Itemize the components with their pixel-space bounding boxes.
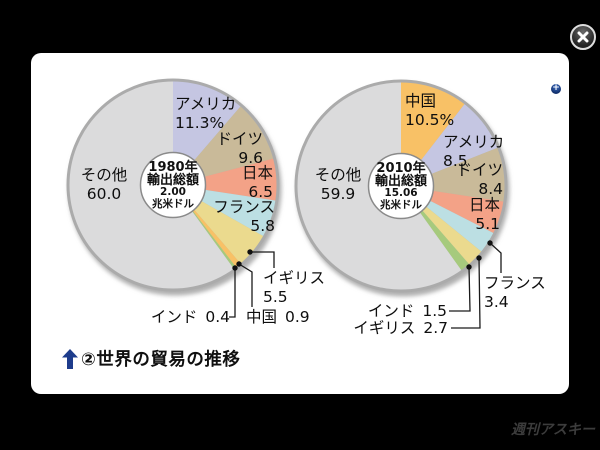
pie-2010-year: 2010年 [376, 161, 426, 176]
slice-label-india-1980: インド 0.4 [150, 308, 230, 326]
up-arrow-icon [62, 348, 78, 369]
caption-text: ②世界の貿易の推移 [81, 350, 241, 370]
pie-2010-total-value: 15.06 [384, 187, 418, 199]
slice-label-usa-1980: アメリカ 11.3% [175, 95, 237, 132]
pie-2010-total-caption: 輸出総額 [374, 174, 427, 189]
pie-donut-hole [139, 151, 207, 219]
zoom-in-button[interactable]: + [551, 84, 561, 94]
pie-rim [66, 78, 280, 292]
pie-slice-日本 [173, 158, 279, 201]
slice-label-uk-2010: イギリス 2.7 [353, 319, 448, 337]
pie-1980-center-label: 1980年 輸出総額 2.00 兆米ドル [128, 161, 218, 210]
close-button[interactable] [570, 24, 596, 50]
slice-label-japan-1980: 日本 6.5 [241, 164, 273, 201]
plus-icon: + [552, 83, 560, 93]
watermark-logo: 週刊アスキー [511, 422, 595, 438]
pie-2010-center-label: 2010年 輸出総額 15.06 兆米ドル [356, 162, 446, 211]
slice-label-china-1980: 中国 0.9 [246, 308, 310, 326]
pie-2010-total-unit: 兆米ドル [380, 198, 422, 211]
slice-label-others-1980: その他 60.0 [80, 166, 128, 203]
pie-donut-hole [367, 152, 435, 220]
pie-chart-2010 [294, 79, 508, 293]
pie-1980-total-unit: 兆米ドル [152, 197, 194, 210]
slice-label-india-2010: インド 1.5 [367, 302, 447, 320]
pie-1980-year: 1980年 [148, 160, 198, 175]
slice-label-others-2010: その他 59.9 [314, 166, 362, 203]
slice-label-france-2010: フランス 3.4 [484, 274, 546, 311]
slice-label-france-1980: フランス 5.8 [213, 198, 275, 235]
slice-label-usa-2010: アメリカ 8.5 [443, 133, 505, 170]
pie-chart-1980 [66, 78, 280, 292]
close-icon [577, 31, 589, 43]
pie-1980-total-caption: 輸出総額 [146, 173, 199, 188]
pie-1980-total-value: 2.00 [160, 186, 186, 198]
figure-caption: ②世界の貿易の推移 [62, 346, 240, 371]
slice-label-japan-2010: 日本 5.1 [468, 196, 500, 233]
pie-rim [294, 79, 508, 293]
slice-label-germany-2010: ドイツ 8.4 [456, 161, 503, 198]
slice-label-china-2010: 中国 10.5% [405, 92, 455, 129]
slice-label-germany-1980: ドイツ 9.6 [216, 130, 263, 167]
slice-label-uk-1980: イギリス 5.5 [263, 269, 326, 306]
